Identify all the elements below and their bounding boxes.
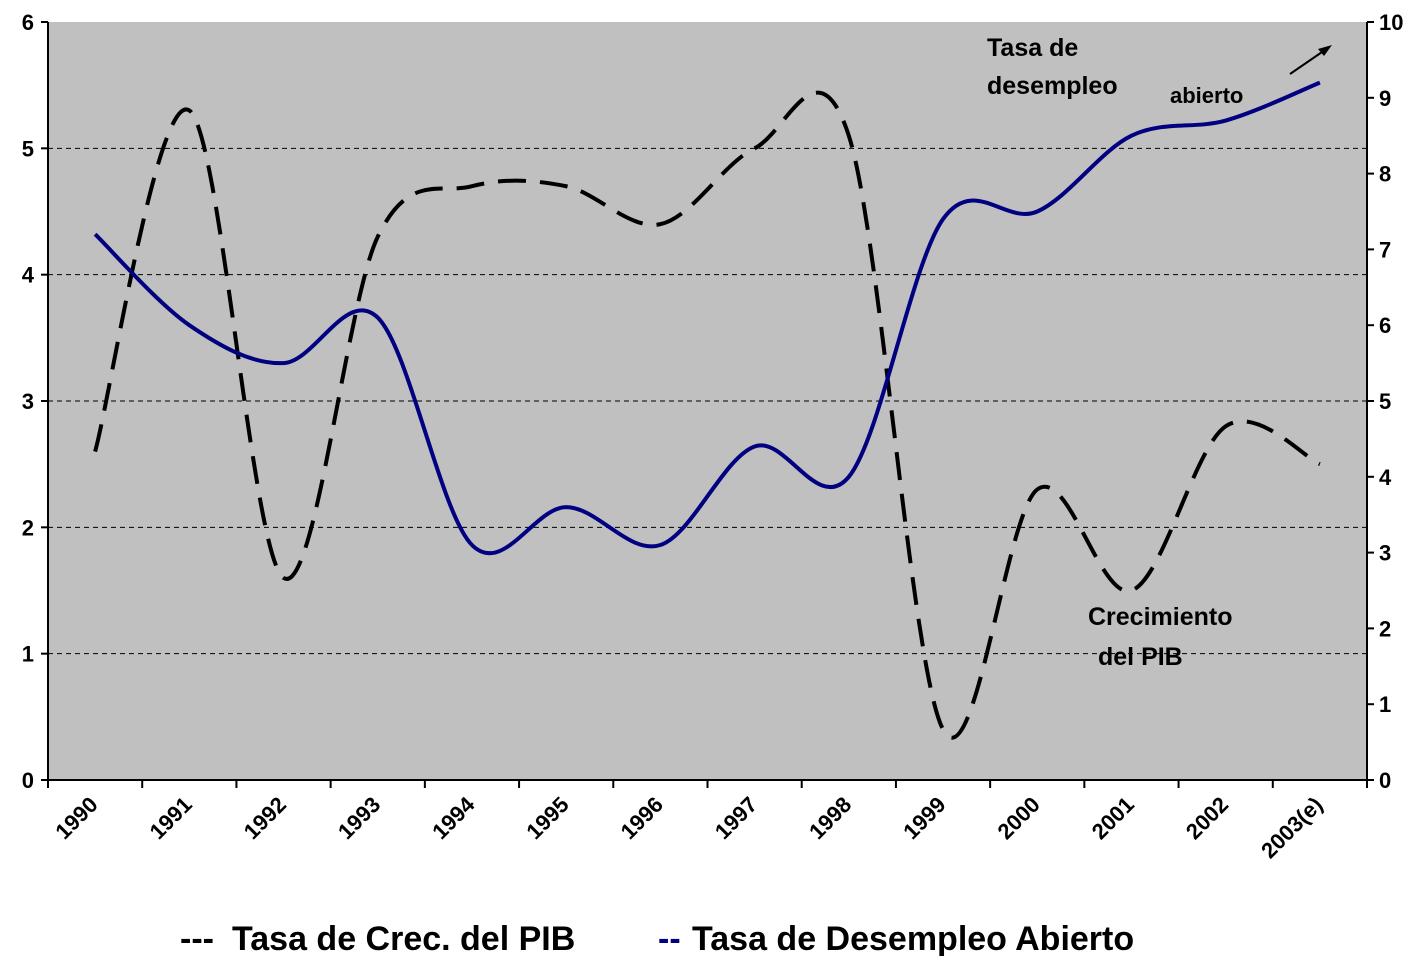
y2-tick-label: 5: [1379, 389, 1391, 414]
y2-tick-label: 7: [1379, 237, 1391, 262]
y2-tick-label: 1: [1379, 692, 1391, 717]
legend-marker: ---: [180, 920, 214, 956]
annotation-arrow-head: [1318, 45, 1332, 56]
y-tick-label: 0: [22, 768, 34, 793]
y2-tick-label: 10: [1379, 10, 1403, 35]
x-tick-label: 1996: [616, 792, 668, 844]
y2-tick-label: 2: [1379, 616, 1391, 641]
annotation: del PIB: [1098, 643, 1183, 671]
annotation: desempleo: [987, 72, 1118, 100]
x-tick-label: 2003(e): [1256, 792, 1327, 863]
annotation-arrow: [1289, 49, 1326, 75]
x-tick-label: 1995: [521, 792, 573, 844]
y2-tick-label: 8: [1379, 162, 1391, 187]
x-tick-label: 1990: [50, 792, 102, 844]
x-tick-label: 2001: [1087, 792, 1139, 844]
y-tick-label: 5: [22, 136, 34, 161]
y-tick-label: 6: [22, 10, 34, 35]
x-tick-label: 1993: [333, 792, 385, 844]
y-tick-label: 2: [22, 515, 34, 540]
annotation: abierto: [1170, 83, 1243, 108]
series-line: [93, 80, 1321, 556]
x-tick-label: 1994: [427, 791, 480, 844]
legend-marker: --: [658, 920, 681, 956]
y-tick-label: 3: [22, 389, 34, 414]
y2-tick-label: 3: [1379, 541, 1391, 566]
y2-tick-label: 6: [1379, 313, 1391, 338]
x-tick-label: 1999: [898, 792, 950, 844]
series-line: [93, 90, 1321, 740]
x-tick-label: 1991: [145, 792, 197, 844]
x-tick-label: 2000: [992, 792, 1044, 844]
y-tick-label: 4: [22, 263, 35, 288]
annotation: Tasa de: [987, 34, 1078, 62]
y2-tick-label: 4: [1379, 465, 1392, 490]
x-tick-label: 2002: [1181, 792, 1233, 844]
y2-tick-label: 0: [1379, 768, 1391, 793]
x-tick-label: 1997: [710, 792, 762, 844]
y-tick-label: 1: [22, 642, 34, 667]
legend-label: Tasa de Desempleo Abierto: [692, 920, 1134, 956]
annotation: Crecimiento: [1088, 603, 1232, 631]
x-tick-label: 1998: [804, 792, 856, 844]
legend-label: Tasa de Crec. del PIB: [232, 920, 575, 956]
x-tick-label: 1992: [239, 792, 291, 844]
y2-tick-label: 9: [1379, 86, 1391, 111]
